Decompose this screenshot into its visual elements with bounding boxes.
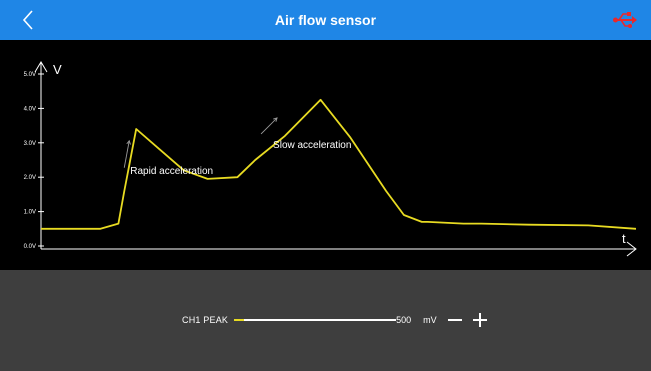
increase-button[interactable] [469,311,491,329]
chart-svg: Vt 5.0V 4.0V 3.0V 2.0V 1.0V 0.0V Rapid accele… [24,61,637,257]
slider-track [234,319,397,321]
y-tick-label: 0.0V [24,244,36,250]
minus-icon [447,319,462,321]
peak-value: 500 [396,315,412,325]
annotation-label: Rapid acceleration [130,166,213,177]
title-bar: Air flow sensor [0,0,651,40]
signal-line [41,98,637,230]
slider-fill [234,319,244,321]
y-tick-label: 1.0V [24,210,36,216]
control-panel: CH1 PEAK 500 mV [0,270,651,371]
usb-connection-icon [613,12,637,28]
y-tick-label: 4.0V [24,106,36,112]
back-button[interactable] [14,6,42,34]
y-axis-arrow [34,61,48,73]
decrease-button[interactable] [444,311,466,329]
back-chevron-icon [22,10,33,30]
y-tick-label: 5.0V [24,72,36,78]
annotation-arrow [123,140,130,168]
plus-icon [472,313,487,327]
annotation-arrow [260,117,278,135]
x-axis-label: t [622,231,626,246]
channel-control: CH1 PEAK 500 mV [182,311,491,329]
channel-label: CH1 PEAK [182,315,229,325]
page-title: Air flow sensor [274,12,377,28]
annotation-label: Slow acceleration [273,140,351,151]
y-axis-label: V [53,62,62,77]
annotation-arrowhead [273,117,278,122]
y-tick-label: 3.0V [24,141,36,147]
peak-slider[interactable] [234,311,397,329]
annotation-arrowhead [126,139,131,145]
y-tick-label: 2.0V [24,175,36,181]
x-axis-arrow [626,241,637,257]
peak-unit: mV [423,315,437,325]
